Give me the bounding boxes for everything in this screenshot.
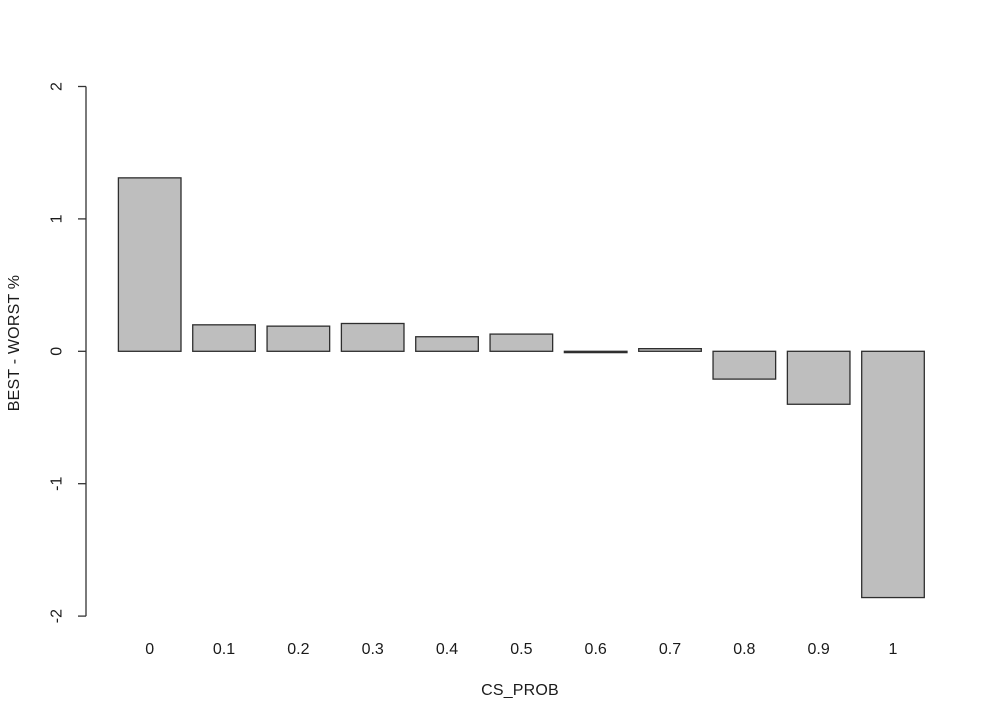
x-tick-label: 0.7 <box>659 641 681 658</box>
bar <box>489 333 554 352</box>
bar <box>563 350 628 354</box>
y-tick-label: 1 <box>49 214 66 223</box>
x-tick-label: 0.4 <box>436 641 458 658</box>
y-tick-label: 0 <box>49 347 66 356</box>
bar <box>192 324 256 352</box>
bar <box>340 322 405 352</box>
bar <box>117 177 182 352</box>
bar <box>786 350 851 405</box>
x-tick-label: 0.9 <box>808 641 830 658</box>
bar <box>638 348 702 352</box>
x-tick-label: 0.5 <box>510 641 532 658</box>
bar <box>266 325 331 352</box>
x-tick-label: 0.2 <box>287 641 309 658</box>
bar <box>712 350 777 380</box>
x-tick-label: 0.3 <box>362 641 384 658</box>
x-tick-label: 0.6 <box>585 641 607 658</box>
x-tick-label: 1 <box>889 641 898 658</box>
x-tick-label: 0.1 <box>213 641 235 658</box>
y-axis-title: BEST - WORST % <box>6 274 23 412</box>
y-tick-label: -1 <box>49 476 66 490</box>
x-tick-label: 0.8 <box>733 641 755 658</box>
x-tick-label: 0 <box>145 641 154 658</box>
x-axis-title: CS_PROB <box>481 682 559 699</box>
y-tick-label: 2 <box>49 82 66 91</box>
bar <box>415 336 479 352</box>
y-tick-label: -2 <box>49 609 66 623</box>
bar <box>861 350 925 599</box>
